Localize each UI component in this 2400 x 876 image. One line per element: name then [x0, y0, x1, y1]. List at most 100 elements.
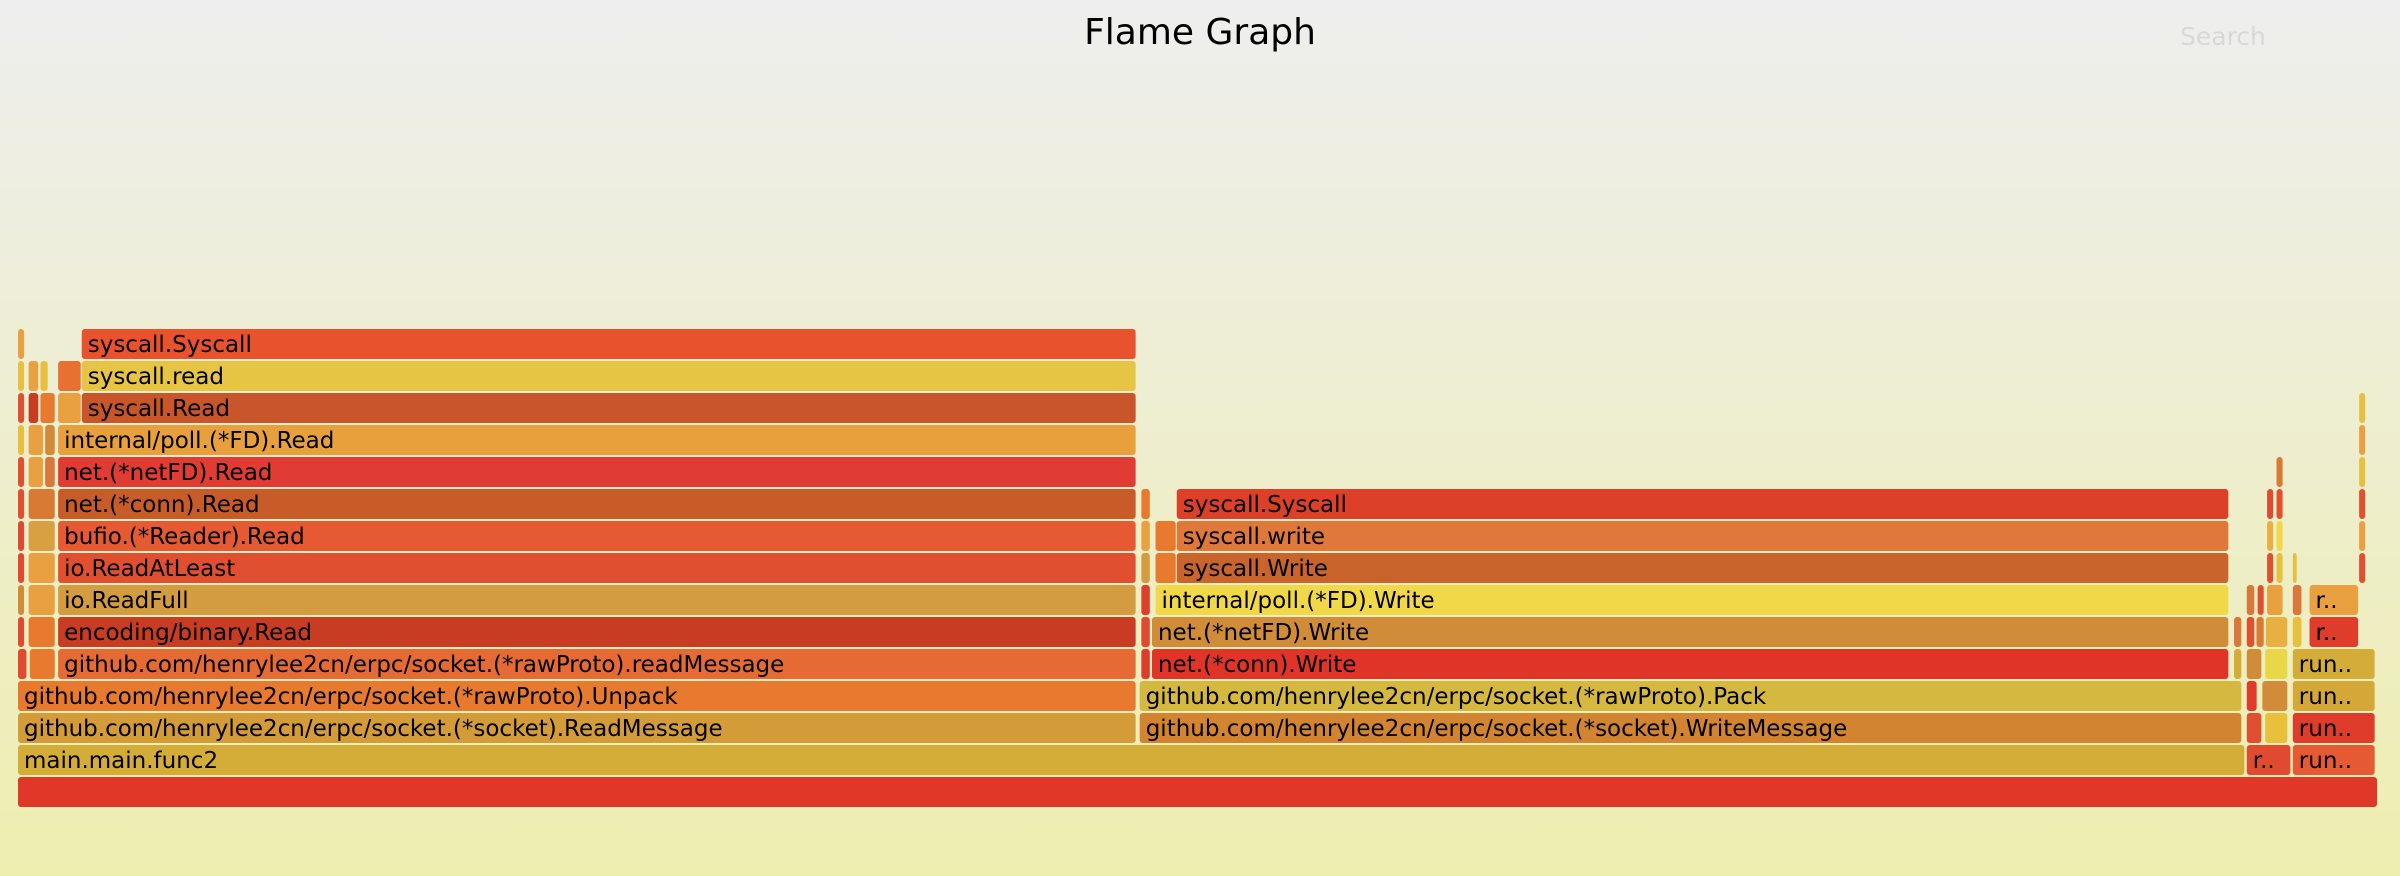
frame-rect[interactable] — [28, 617, 55, 647]
frame-rect[interactable] — [2276, 553, 2283, 583]
frame-rect[interactable] — [2267, 489, 2274, 519]
frame-rect[interactable] — [18, 585, 25, 615]
frame-rect[interactable] — [2246, 745, 2291, 775]
frame[interactable]: net.(*conn).Write — [1151, 649, 2229, 679]
frame[interactable] — [2234, 649, 2242, 679]
frame-rect[interactable] — [2267, 553, 2274, 583]
frame-rect[interactable] — [58, 425, 1136, 455]
frame-rect[interactable] — [2292, 713, 2375, 743]
frame[interactable]: syscall.Syscall — [81, 329, 1136, 359]
frame-rect[interactable] — [1151, 649, 2229, 679]
frame[interactable] — [1141, 649, 1150, 679]
frame[interactable] — [1141, 585, 1150, 615]
frame[interactable] — [28, 425, 43, 455]
frame[interactable]: syscall.read — [81, 361, 1136, 391]
frame-rect[interactable] — [1151, 617, 2229, 647]
frame[interactable] — [2292, 617, 2302, 647]
frame-rect[interactable] — [2292, 745, 2375, 775]
frame[interactable]: internal/poll.(*FD).Read — [58, 425, 1136, 455]
frame[interactable]: run.. — [2292, 713, 2375, 743]
frame[interactable] — [28, 361, 39, 391]
frame[interactable]: io.ReadFull — [58, 585, 1136, 615]
frame[interactable] — [18, 585, 25, 615]
frame[interactable]: github.com/henrylee2cn/erpc/socket.(*raw… — [58, 649, 1136, 679]
frame-rect[interactable] — [2292, 585, 2302, 615]
frame[interactable]: github.com/henrylee2cn/erpc/socket.(*soc… — [18, 713, 1136, 743]
frame-rect[interactable] — [28, 489, 55, 519]
frame[interactable] — [18, 457, 25, 487]
frame-rect[interactable] — [81, 361, 1136, 391]
frame-rect[interactable] — [1176, 489, 2229, 519]
frame[interactable] — [58, 393, 81, 423]
frame[interactable] — [2267, 553, 2274, 583]
frame-rect[interactable] — [1176, 521, 2229, 551]
frame-rect[interactable] — [2246, 713, 2262, 743]
frame-rect[interactable] — [2359, 425, 2366, 455]
frame-rect[interactable] — [2359, 457, 2366, 487]
frame-rect[interactable] — [18, 713, 1136, 743]
frame-rect[interactable] — [28, 361, 39, 391]
frame[interactable] — [2246, 585, 2255, 615]
frame-rect[interactable] — [2246, 617, 2255, 647]
frame-rect[interactable] — [18, 425, 25, 455]
frame[interactable] — [18, 617, 25, 647]
frame-rect[interactable] — [2246, 585, 2255, 615]
frame[interactable] — [18, 425, 25, 455]
frame-rect[interactable] — [2257, 585, 2264, 615]
frame-rect[interactable] — [2267, 521, 2274, 551]
frame-rect[interactable] — [2256, 617, 2264, 647]
frame[interactable] — [18, 553, 25, 583]
frame[interactable] — [2359, 553, 2366, 583]
frame[interactable] — [58, 361, 81, 391]
frame-rect[interactable] — [18, 489, 25, 519]
frame[interactable] — [2267, 489, 2274, 519]
frame-rect[interactable] — [18, 649, 27, 679]
frame[interactable] — [2267, 585, 2283, 615]
frame-rect[interactable] — [2265, 649, 2288, 679]
frame[interactable] — [28, 617, 55, 647]
frame-rect[interactable] — [18, 777, 2377, 807]
frame-rect[interactable] — [2292, 617, 2302, 647]
frame[interactable] — [2359, 489, 2366, 519]
frame[interactable] — [2262, 681, 2288, 711]
frame-rect[interactable] — [1155, 521, 1176, 551]
frame-rect[interactable] — [1139, 681, 2242, 711]
frame-rect[interactable] — [58, 649, 1136, 679]
frame-rect[interactable] — [28, 585, 55, 615]
frame[interactable] — [2265, 713, 2288, 743]
frame-rect[interactable] — [2359, 489, 2366, 519]
frame-rect[interactable] — [2276, 489, 2283, 519]
frame[interactable] — [18, 521, 25, 551]
frame[interactable] — [28, 521, 55, 551]
frame-rect[interactable] — [28, 457, 43, 487]
frame-rect[interactable] — [81, 329, 1136, 359]
frame[interactable] — [45, 425, 55, 455]
frame-rect[interactable] — [1141, 553, 1150, 583]
frame-rect[interactable] — [1141, 617, 1150, 647]
frame[interactable] — [2265, 649, 2288, 679]
frame-rect[interactable] — [1155, 553, 1176, 583]
frame[interactable] — [18, 777, 2377, 807]
frame[interactable] — [45, 457, 55, 487]
frame[interactable] — [2246, 649, 2262, 679]
frame[interactable] — [1141, 521, 1150, 551]
frame-rect[interactable] — [2292, 681, 2375, 711]
frame-rect[interactable] — [1139, 713, 2242, 743]
frame[interactable] — [29, 649, 55, 679]
frame-rect[interactable] — [58, 617, 1136, 647]
frame-rect[interactable] — [58, 553, 1136, 583]
frame-rect[interactable] — [1176, 553, 2229, 583]
frame[interactable]: syscall.Write — [1176, 553, 2229, 583]
frame-rect[interactable] — [2359, 521, 2366, 551]
frame[interactable]: io.ReadAtLeast — [58, 553, 1136, 583]
frame-rect[interactable] — [81, 393, 1136, 423]
frame-rect[interactable] — [18, 329, 25, 359]
frame[interactable] — [1141, 617, 1150, 647]
frame-rect[interactable] — [18, 553, 25, 583]
frame-rect[interactable] — [18, 457, 25, 487]
frame-rect[interactable] — [18, 361, 25, 391]
frame-rect[interactable] — [2246, 681, 2257, 711]
frame-rect[interactable] — [2265, 617, 2288, 647]
frame[interactable] — [28, 457, 43, 487]
frame[interactable]: syscall.Read — [81, 393, 1136, 423]
